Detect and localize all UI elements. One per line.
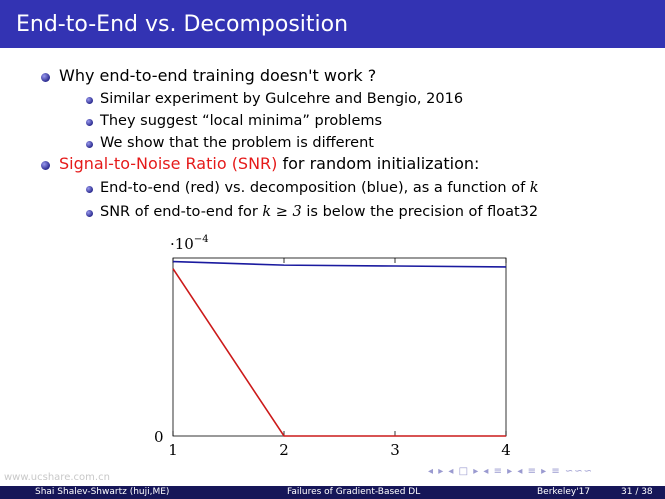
footer-page: 31 / 38: [621, 487, 653, 497]
math-k-ge-3: k ≥ 3: [262, 204, 302, 220]
footer-bar: Shai Shalev-Shwartz (huji,ME) Failures o…: [0, 486, 665, 499]
series-line-red: [172, 268, 506, 437]
sub-bullet-1-1-marker: [86, 97, 93, 104]
series-line-blue: [172, 260, 507, 268]
x-tick-label: 2: [279, 441, 289, 459]
footer-venue: Berkeley'17: [537, 487, 591, 497]
y-multiplier-base: ·10: [170, 235, 194, 253]
sub-bullet-2-2-post: is below the precision of float32: [301, 204, 539, 220]
sub-bullet-2-1-text: End-to-end (red) vs. decomposition (blue…: [100, 180, 539, 196]
bullet-2-text: Signal-to-Noise Ratio (SNR) for random i…: [59, 154, 479, 173]
sub-bullet-1-3-text: We show that the problem is different: [100, 135, 374, 151]
math-k: k: [529, 180, 539, 196]
x-tick-label: 4: [501, 441, 511, 459]
footer-talk: Failures of Gradient-Based DL: [287, 487, 421, 497]
sub-bullet-1-3-marker: [86, 141, 93, 148]
sub-bullet-1-1-text: Similar experiment by Gulcehre and Bengi…: [100, 91, 464, 107]
y-tick-zero: 0: [154, 428, 164, 446]
slide-title: End-to-End vs. Decomposition: [16, 12, 349, 37]
bullet-1-marker: [41, 73, 50, 82]
bullet-1-text: Why end-to-end training doesn't work ?: [59, 66, 377, 85]
sub-bullet-2-2-pre: SNR of end-to-end for: [100, 204, 263, 220]
y-multiplier: ·10−4: [170, 234, 209, 253]
x-ticks: 1 2 3 4: [168, 258, 511, 459]
y-multiplier-exp: −4: [194, 234, 209, 245]
bullet-2-rest: for random initialization:: [277, 154, 480, 173]
beamer-nav-icons[interactable]: ◂ ▸ ◂ □ ▸ ◂ ≡ ▸ ◂ ≡ ▸ ≡ ∽∽∽: [428, 466, 594, 477]
sub-bullet-1-2-marker: [86, 119, 93, 126]
series-lines: [172, 260, 507, 437]
watermark: www.ucshare.com.cn: [4, 472, 110, 483]
bullet-2-marker: [41, 161, 50, 170]
x-tick-label: 3: [390, 441, 400, 459]
sub-bullet-2-2-marker: [86, 210, 93, 217]
sub-bullet-2-1-main: End-to-end (red) vs. decomposition (blue…: [100, 180, 530, 196]
title-bar: End-to-End vs. Decomposition: [0, 0, 665, 48]
snr-term: Signal-to-Noise Ratio (SNR): [59, 154, 278, 173]
x-tick-label: 1: [168, 441, 178, 459]
sub-bullet-2-1-marker: [86, 186, 93, 193]
sub-bullet-2-2-text: SNR of end-to-end for k ≥ 3 is below the…: [100, 204, 538, 220]
sub-bullet-1-2-text: They suggest “local minima” problems: [100, 113, 383, 129]
plot-frame: [172, 257, 507, 437]
footer-author: Shai Shalev-Shwartz (huji,ME): [35, 487, 170, 497]
